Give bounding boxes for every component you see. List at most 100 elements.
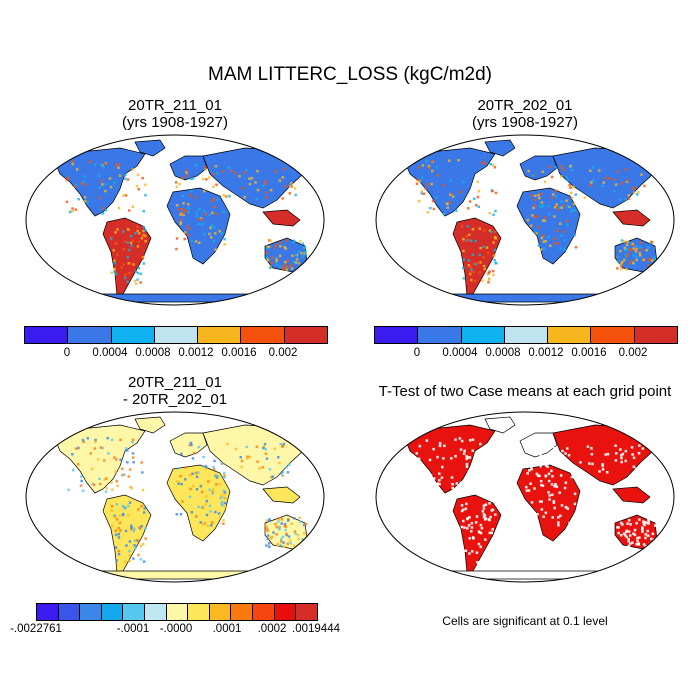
grid-cell [121, 513, 125, 517]
grid-cell [621, 452, 625, 456]
grid-cell [234, 447, 238, 451]
grid-cell [127, 262, 130, 265]
colorbar-swatch-12 [296, 604, 317, 620]
grid-cell [565, 223, 569, 226]
grid-cell [127, 475, 131, 478]
grid-cell [127, 271, 131, 275]
grid-cell [636, 539, 639, 543]
grid-cell [536, 513, 539, 516]
grid-cell [82, 440, 85, 444]
grid-cell [279, 442, 282, 446]
grid-cell [570, 168, 574, 172]
grid-cell [465, 457, 468, 461]
grid-cell [460, 509, 464, 513]
grid-cell [484, 538, 487, 541]
grid-cell [468, 272, 472, 276]
grid-cell [544, 511, 548, 515]
panel1-title-line1: 20TR_211_01 [128, 97, 222, 114]
grid-cell [647, 264, 651, 267]
grid-cell [131, 441, 134, 444]
grid-cell [195, 488, 199, 491]
grid-cell [548, 165, 551, 169]
grid-cell [115, 503, 119, 506]
grid-cell [99, 482, 102, 486]
grid-cell [493, 254, 496, 257]
grid-cell [533, 487, 536, 490]
grid-cell [65, 178, 69, 182]
land-namerica [54, 147, 146, 217]
grid-cell [533, 215, 537, 219]
grid-cell [98, 186, 101, 189]
colorbar-swatch-4 [123, 604, 146, 620]
grid-cell [589, 184, 592, 187]
grid-cell [265, 544, 268, 547]
grid-cell [178, 182, 181, 186]
grid-cell [117, 536, 121, 539]
grid-cell [116, 484, 119, 487]
grid-cell [248, 177, 251, 180]
grid-cell [114, 241, 118, 245]
grid-cell [126, 461, 129, 464]
grid-cell [427, 164, 431, 168]
grid-cell [432, 207, 436, 211]
grid-cell [642, 258, 645, 262]
grid-cell [493, 236, 497, 239]
colorbar-swatch-4 [198, 327, 242, 343]
grid-cell [547, 205, 550, 208]
land-namerica [54, 424, 146, 494]
grid-cell [269, 188, 273, 192]
grid-cell [557, 516, 560, 519]
grid-cell [137, 508, 140, 511]
grid-cell [451, 486, 454, 490]
grid-cell [65, 200, 69, 204]
grid-cell [189, 194, 192, 197]
grid-cell [488, 270, 491, 273]
grid-cell [188, 495, 192, 499]
grid-cell [280, 518, 284, 521]
grid-cell [531, 214, 534, 217]
grid-cell [105, 486, 108, 490]
grid-cell [213, 468, 216, 471]
grid-cell [182, 213, 185, 217]
grid-cell [243, 171, 246, 174]
grid-cell [113, 181, 116, 184]
grid-cell [631, 453, 634, 456]
grid-cell [281, 470, 284, 474]
grid-cell [435, 166, 439, 169]
grid-cell [637, 191, 640, 194]
grid-cell [130, 526, 133, 529]
grid-cell [114, 163, 118, 167]
grid-cell [479, 246, 482, 250]
land-europe [169, 155, 208, 181]
grid-cell [280, 473, 284, 476]
grid-cell [554, 483, 557, 486]
grid-cell [470, 239, 473, 243]
grid-cell [265, 246, 269, 250]
grid-cell [210, 524, 213, 527]
grid-cell [641, 447, 645, 450]
grid-cell [131, 438, 135, 441]
grid-cell [199, 484, 203, 488]
grid-cell [130, 524, 133, 528]
grid-cell [204, 168, 207, 171]
grid-cell [266, 245, 269, 248]
grid-cell [441, 465, 444, 469]
grid-cell [457, 159, 460, 162]
grid-cell [208, 504, 212, 508]
grid-cell [462, 258, 465, 261]
colorbar-swatch-1 [58, 604, 81, 620]
grid-cell [114, 273, 118, 276]
grid-cell [470, 530, 473, 533]
grid-cell [539, 479, 543, 483]
grid-cell [488, 557, 491, 561]
grid-cell [538, 196, 541, 200]
grid-cell [283, 245, 286, 249]
grid-cell [619, 249, 622, 253]
grid-cell [177, 208, 181, 211]
grid-cell [274, 246, 277, 249]
grid-cell [455, 487, 459, 490]
grid-cell [77, 446, 80, 450]
grid-cell [266, 259, 270, 262]
grid-cell [255, 445, 259, 449]
grid-cell [276, 257, 280, 261]
